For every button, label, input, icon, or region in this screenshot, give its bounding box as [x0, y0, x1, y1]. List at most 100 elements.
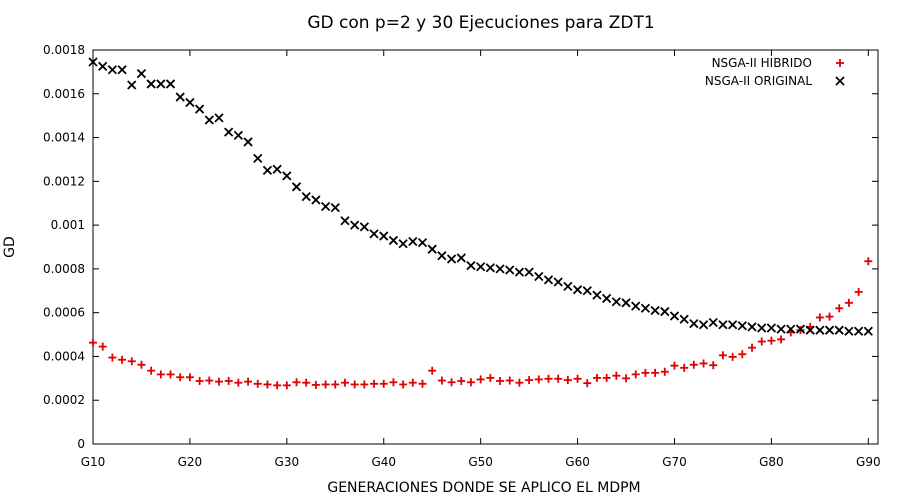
data-point	[699, 359, 708, 368]
legend-marker	[836, 59, 844, 67]
data-point	[466, 378, 475, 387]
data-point	[175, 92, 185, 102]
data-point	[292, 378, 301, 387]
data-point	[670, 361, 679, 370]
data-point	[660, 367, 669, 376]
data-point	[224, 127, 234, 137]
data-point	[408, 236, 418, 247]
data-point	[698, 320, 709, 330]
data-point	[320, 201, 331, 212]
data-point	[505, 376, 514, 385]
data-point	[476, 262, 486, 272]
data-point	[709, 361, 718, 370]
data-point	[165, 79, 176, 89]
data-point	[815, 313, 824, 322]
data-point	[524, 267, 534, 277]
data-point	[621, 298, 631, 308]
data-point	[350, 380, 359, 389]
x-tick-label: G70	[662, 455, 687, 469]
data-point	[496, 376, 505, 385]
data-point	[146, 79, 156, 89]
data-point	[194, 104, 205, 114]
data-point	[447, 378, 456, 387]
data-point	[340, 216, 350, 226]
data-point	[853, 326, 864, 336]
data-point	[612, 371, 621, 380]
data-point	[669, 311, 680, 321]
data-point	[224, 376, 233, 385]
data-point	[456, 253, 466, 263]
data-point	[147, 366, 156, 375]
data-point	[398, 239, 408, 249]
data-point	[563, 376, 572, 385]
data-point	[525, 376, 534, 385]
data-point	[776, 324, 786, 334]
data-point	[592, 373, 601, 382]
data-point	[437, 251, 447, 261]
y-tick-label: 0.0006	[43, 306, 85, 320]
y-tick-label: 0.0014	[43, 131, 85, 145]
series-original	[88, 57, 873, 336]
data-point	[156, 370, 165, 379]
legend-marker-cross	[835, 76, 845, 86]
data-point	[282, 171, 292, 181]
y-tick-label: 0	[77, 437, 85, 451]
data-point	[427, 244, 437, 254]
y-tick-label: 0.0008	[43, 262, 85, 276]
y-tick-label: 0.0004	[43, 349, 85, 363]
data-point	[244, 377, 253, 386]
legend-marker	[835, 76, 845, 86]
data-point	[631, 301, 641, 311]
data-point	[360, 380, 369, 389]
data-point	[834, 325, 844, 335]
data-point	[835, 304, 844, 313]
data-point	[563, 281, 573, 292]
data-point	[583, 379, 592, 388]
data-point	[680, 363, 689, 372]
data-series	[88, 57, 873, 390]
data-point	[466, 260, 476, 271]
data-point	[205, 376, 214, 385]
data-point	[117, 65, 127, 75]
chart-title: GD con p=2 y 30 Ejecuciones para ZDT1	[307, 13, 654, 33]
data-point	[262, 165, 273, 176]
data-point	[640, 303, 651, 313]
data-point	[253, 379, 262, 388]
data-point	[611, 297, 621, 307]
data-point	[748, 343, 757, 352]
data-point	[505, 265, 515, 275]
data-point	[185, 373, 194, 382]
data-point	[321, 380, 330, 389]
data-point	[330, 202, 340, 213]
data-point	[476, 375, 485, 384]
data-point	[136, 69, 147, 79]
x-tick-label: G30	[275, 455, 300, 469]
data-point	[156, 79, 166, 89]
data-point	[437, 376, 446, 385]
data-point	[301, 192, 311, 202]
data-point	[534, 375, 543, 384]
data-point	[282, 381, 291, 390]
data-point	[234, 378, 243, 387]
data-point	[825, 312, 834, 321]
data-point	[417, 237, 428, 248]
data-point	[331, 380, 340, 389]
legend-label-original: NSGA-II ORIGINAL	[705, 74, 812, 88]
data-point	[204, 115, 214, 125]
data-point	[553, 277, 563, 287]
data-point	[176, 373, 185, 382]
data-point	[554, 374, 563, 383]
data-point	[582, 286, 592, 296]
y-axis: 0 0.0002 0.0004 0.0006 0.0008 0.001 0.0012 0.00…	[43, 43, 878, 451]
y-tick-label: 0.0002	[43, 393, 85, 407]
data-point	[302, 378, 311, 387]
data-point	[214, 377, 223, 386]
data-point	[805, 325, 815, 335]
data-point	[622, 374, 631, 383]
data-point	[689, 318, 699, 329]
x-tick-label: G40	[371, 455, 396, 469]
data-point	[98, 342, 107, 351]
legend-marker-plus	[836, 59, 844, 67]
data-point	[738, 350, 747, 359]
